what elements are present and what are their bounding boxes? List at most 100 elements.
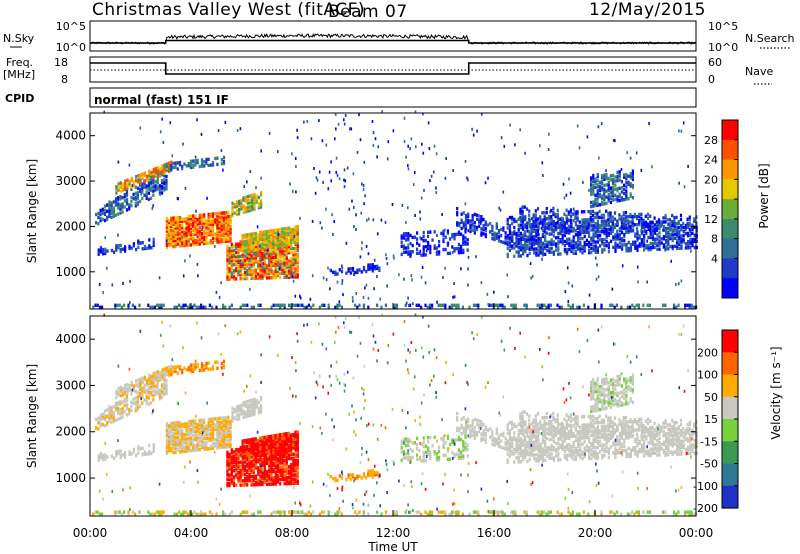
power-cell xyxy=(263,266,266,270)
power-cell xyxy=(118,303,121,307)
velocity-cell xyxy=(156,385,159,389)
power-cell xyxy=(594,201,597,206)
power-cell xyxy=(607,184,610,189)
velocity-cell xyxy=(163,373,166,378)
velocity-cell xyxy=(250,455,253,460)
power-cell xyxy=(192,163,195,167)
power-cell xyxy=(676,242,679,246)
velocity-cell xyxy=(165,432,168,437)
power-cell xyxy=(587,218,590,222)
power-cell xyxy=(178,217,182,222)
power-cell xyxy=(192,236,195,241)
velocity-cell xyxy=(222,445,226,449)
power-cell xyxy=(268,253,271,258)
power-cell xyxy=(225,215,228,219)
power-cell xyxy=(545,217,548,221)
velocity-cell xyxy=(108,409,111,413)
velocity-cell xyxy=(230,454,233,458)
power-cell xyxy=(226,263,229,267)
velocity-cell xyxy=(178,429,182,433)
power-cell xyxy=(207,221,210,225)
power-cell xyxy=(248,268,251,272)
power-cell xyxy=(283,263,286,267)
power-cell xyxy=(620,198,623,202)
power-cell xyxy=(618,229,621,233)
power-cell xyxy=(244,303,247,307)
power-speckle xyxy=(376,232,379,236)
power-cell xyxy=(651,243,654,248)
power-cell xyxy=(292,231,295,236)
power-cell xyxy=(576,218,579,222)
power-cell xyxy=(268,257,271,262)
velocity-cell xyxy=(242,401,245,405)
velocity-cell xyxy=(117,402,120,407)
power-cell xyxy=(632,224,635,228)
power-cell xyxy=(200,227,204,232)
power-speckle xyxy=(201,226,204,229)
velocity-cell xyxy=(228,452,231,456)
power-cell xyxy=(561,237,564,242)
velocity-cell xyxy=(205,430,208,434)
velocity-cell xyxy=(119,389,122,394)
power-cell xyxy=(241,272,244,277)
power-cell xyxy=(642,303,645,307)
power-cell xyxy=(243,245,246,250)
power-cell xyxy=(464,242,467,246)
power-cell xyxy=(235,277,238,281)
velocity-cell xyxy=(244,412,247,417)
power-cell xyxy=(225,221,228,225)
power-cell xyxy=(651,228,654,233)
velocity-cell xyxy=(274,461,277,465)
power-cell xyxy=(546,222,549,226)
power-cell xyxy=(260,201,263,205)
power-cell xyxy=(101,207,104,211)
power-cell xyxy=(464,213,468,218)
power-cell xyxy=(250,256,253,260)
power-cell xyxy=(211,218,215,222)
velocity-cell xyxy=(232,464,236,469)
velocity-cell xyxy=(265,482,269,486)
power-cell xyxy=(261,251,264,256)
power-cell xyxy=(189,216,193,221)
velocity-cell xyxy=(185,430,188,434)
power-cell xyxy=(254,276,258,280)
power-cell xyxy=(511,234,514,238)
power-cell xyxy=(103,208,107,212)
power-cell xyxy=(270,245,273,249)
power-speckle xyxy=(343,122,346,126)
power-cell xyxy=(198,226,201,230)
power-cell xyxy=(618,172,621,176)
velocity-cell xyxy=(158,394,161,399)
power-cell xyxy=(677,303,680,307)
power-cell xyxy=(662,237,665,241)
power-cell xyxy=(270,261,273,266)
velocity-cell xyxy=(209,425,212,430)
power-cell xyxy=(623,239,626,243)
velocity-cell xyxy=(290,465,293,469)
power-speckle xyxy=(189,254,191,258)
power-cell xyxy=(251,195,254,200)
power-cell xyxy=(156,179,159,183)
power-cell xyxy=(643,236,646,240)
velocity-cell xyxy=(114,403,118,408)
power-cell xyxy=(607,243,610,248)
power-cell xyxy=(124,185,127,189)
power-cell xyxy=(592,175,595,180)
power-cell xyxy=(506,226,509,230)
velocity-cell xyxy=(165,443,168,447)
power-cell xyxy=(336,272,339,276)
velocity-cell xyxy=(237,470,240,475)
power-cell xyxy=(119,249,122,254)
power-cell xyxy=(272,243,275,247)
power-cell xyxy=(112,212,115,216)
velocity-cell xyxy=(230,471,233,475)
power-cell xyxy=(519,211,522,216)
power-cell xyxy=(230,244,233,249)
power-cell xyxy=(633,305,636,309)
power-cell xyxy=(444,235,447,239)
velocity-cell xyxy=(198,435,201,439)
power-cell xyxy=(581,220,584,224)
velocity-cell xyxy=(214,437,217,442)
power-cell xyxy=(468,305,471,309)
velocity-cell xyxy=(211,419,215,423)
